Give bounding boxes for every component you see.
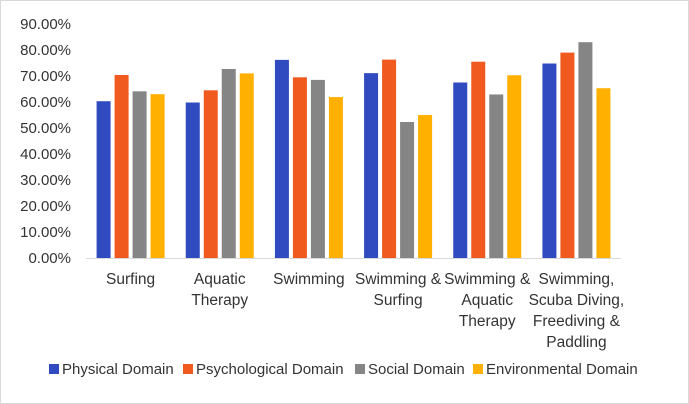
bar-environmental-domain <box>596 88 611 258</box>
y-tick-label: 60.00% <box>20 94 71 111</box>
bar-physical-domain <box>542 63 557 258</box>
x-tick-label: Aquatic Therapy <box>191 271 248 309</box>
bar-social-domain <box>489 94 504 259</box>
bar-physical-domain <box>96 101 111 258</box>
y-tick-label: 20.00% <box>20 198 71 215</box>
y-tick-label: 80.00% <box>20 42 71 59</box>
legend-swatch <box>183 364 193 374</box>
bar-environmental-domain <box>239 73 254 259</box>
x-tick-label: Swimming <box>273 271 344 288</box>
bar-social-domain <box>132 91 147 258</box>
bar-social-domain <box>400 122 415 259</box>
bar-psychological-domain <box>292 77 307 258</box>
bar-physical-domain <box>185 102 200 259</box>
y-tick-label: 0.00% <box>28 250 71 267</box>
legend-label: Psychological Domain <box>196 361 344 378</box>
bar-social-domain <box>578 42 593 259</box>
bar-social-domain <box>310 79 325 259</box>
bar-psychological-domain <box>560 52 575 258</box>
bar-environmental-domain <box>507 75 522 258</box>
y-tick-label: 50.00% <box>20 120 71 137</box>
bar-environmental-domain <box>418 115 433 258</box>
legend-label: Environmental Domain <box>486 361 638 378</box>
x-tick-label: Swimming & Surfing <box>355 271 442 309</box>
legend-swatch <box>473 364 483 374</box>
bar-environmental-domain <box>328 97 343 258</box>
legend-swatch <box>49 364 59 374</box>
bar-environmental-domain <box>150 94 165 258</box>
legend-label: Social Domain <box>368 361 465 378</box>
y-tick-label: 90.00% <box>20 16 71 33</box>
legend-swatch <box>355 364 365 374</box>
x-tick-label: Surfing <box>106 271 155 288</box>
bar-psychological-domain <box>203 90 218 258</box>
bar-psychological-domain <box>471 61 486 259</box>
x-tick-label: Swimming & Aquatic Therapy <box>444 271 531 330</box>
bar-psychological-domain <box>382 59 397 259</box>
bar-physical-domain <box>274 59 289 258</box>
bar-physical-domain <box>364 73 379 258</box>
legend-label: Physical Domain <box>62 361 174 378</box>
x-tick-label: Swimming, Scuba Diving, Freediving & Paddli… <box>529 271 625 351</box>
bar-social-domain <box>221 68 236 258</box>
y-tick-label: 40.00% <box>20 146 71 163</box>
y-tick-label: 70.00% <box>20 68 71 85</box>
y-tick-label: 10.00% <box>20 224 71 241</box>
bar-psychological-domain <box>114 74 129 259</box>
bar-physical-domain <box>453 82 468 258</box>
y-tick-label: 30.00% <box>20 172 71 189</box>
